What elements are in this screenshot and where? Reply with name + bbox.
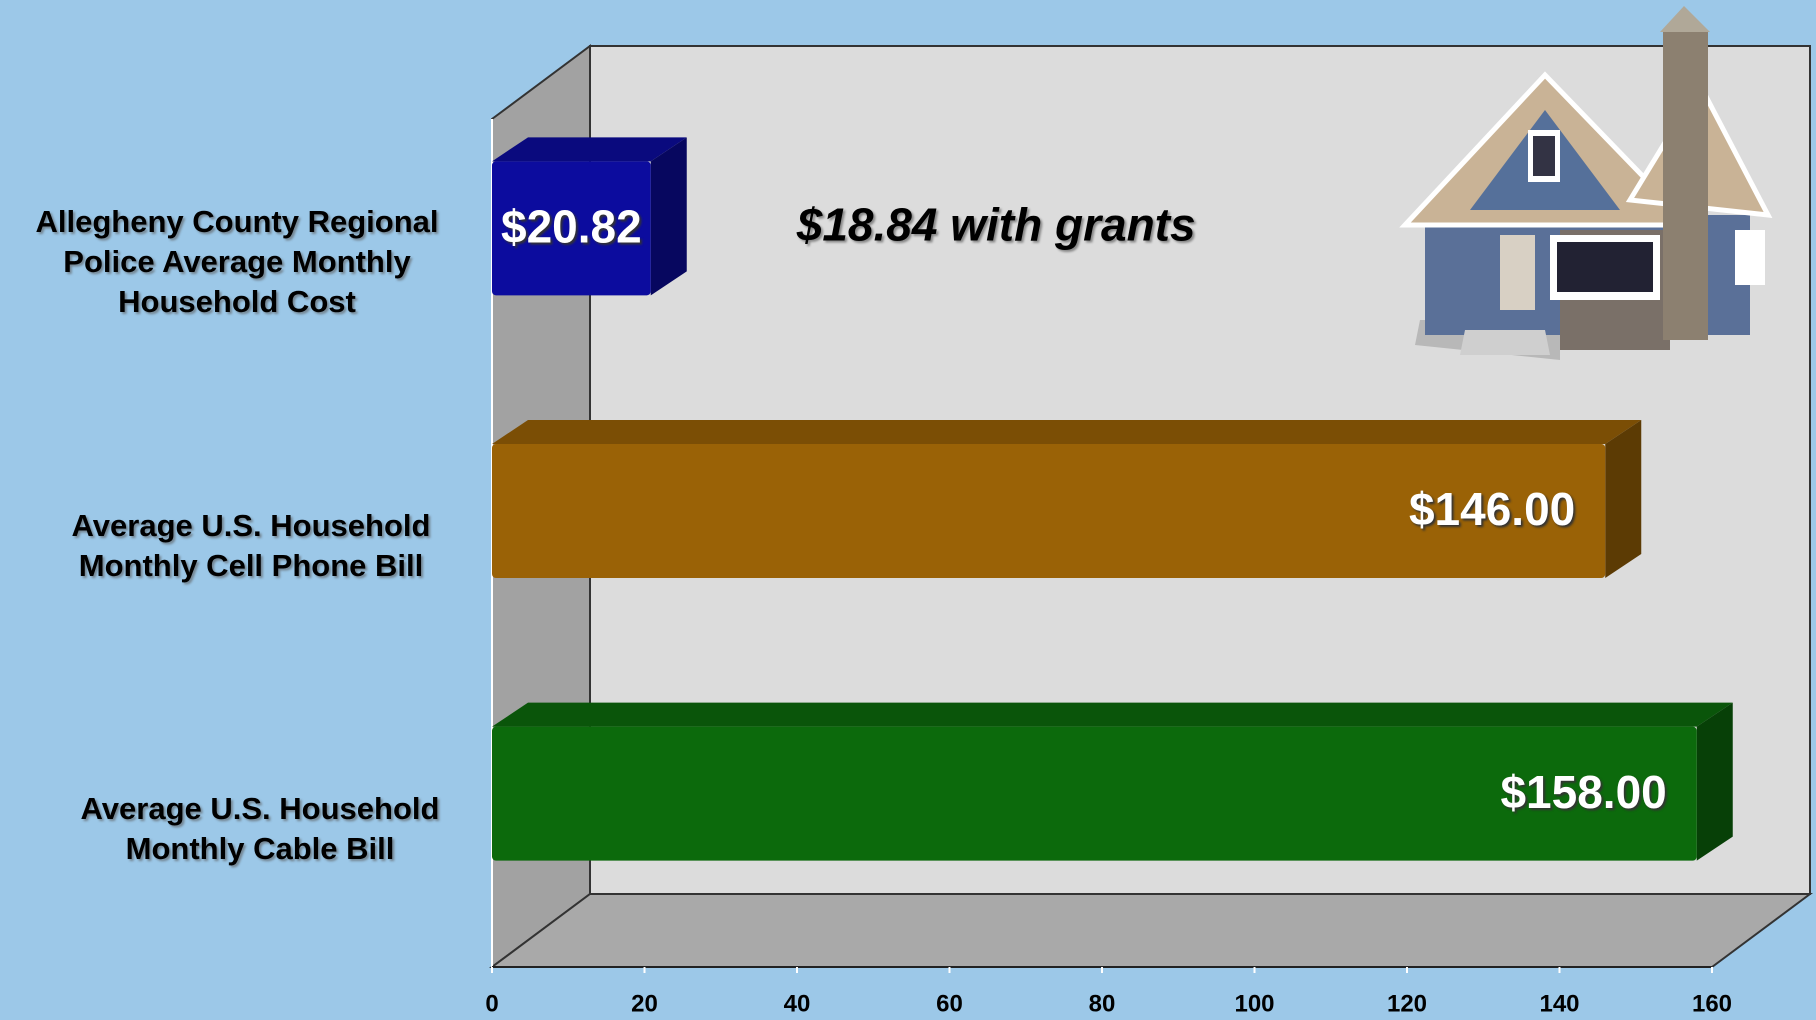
bar-top xyxy=(492,137,687,162)
category-label: Average U.S. Household Monthly Cell Phon… xyxy=(71,508,431,583)
bar-top xyxy=(492,702,1733,727)
value-label: $146.00 xyxy=(1409,483,1575,535)
x-tick-label: 0 xyxy=(485,990,498,1017)
bar xyxy=(492,161,651,296)
floor xyxy=(488,893,1814,968)
x-tick-label: 20 xyxy=(631,990,658,1017)
category-label: Allegheny County Regional Police Average… xyxy=(35,204,439,319)
x-tick-label: 40 xyxy=(784,990,811,1017)
bar-side xyxy=(1605,420,1642,578)
category-label: Average U.S. Household Monthly Cable Bil… xyxy=(80,791,440,866)
x-tick-label: 60 xyxy=(936,990,963,1017)
bar-side xyxy=(1696,702,1733,861)
x-tick-label: 120 xyxy=(1387,990,1427,1017)
bar-side xyxy=(650,137,687,296)
x-tick-label: 160 xyxy=(1692,990,1732,1017)
x-tick-label: 80 xyxy=(1089,990,1116,1017)
bar xyxy=(492,726,1697,861)
x-tick-label: 100 xyxy=(1234,990,1274,1017)
bar xyxy=(492,444,1606,578)
house-illustration xyxy=(1399,6,1773,360)
x-tick-label: 140 xyxy=(1539,990,1579,1017)
value-label: $158.00 xyxy=(1500,766,1666,818)
value-label: $20.82 xyxy=(501,200,642,252)
bar-top xyxy=(492,420,1642,444)
annotation: $18.84 with grants xyxy=(796,198,1196,250)
